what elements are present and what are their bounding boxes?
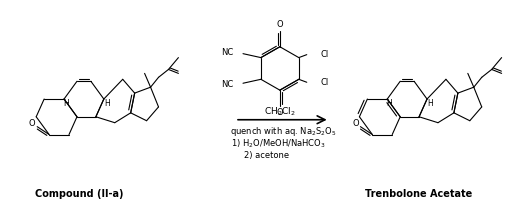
Text: O: O xyxy=(276,108,283,117)
Text: quench with aq. Na$_2$S$_2$O$_5$: quench with aq. Na$_2$S$_2$O$_5$ xyxy=(229,125,335,138)
Text: 2) acetone: 2) acetone xyxy=(244,151,289,160)
Text: Cl: Cl xyxy=(320,78,328,87)
Text: H: H xyxy=(63,99,69,108)
Text: CH$_2$Cl$_2$: CH$_2$Cl$_2$ xyxy=(264,106,295,118)
Text: H: H xyxy=(104,99,110,108)
Text: O: O xyxy=(29,119,35,128)
Text: Trenbolone Acetate: Trenbolone Acetate xyxy=(365,189,472,199)
Text: Compound (II-a): Compound (II-a) xyxy=(35,189,123,199)
Text: NC: NC xyxy=(220,80,233,89)
Text: Cl: Cl xyxy=(320,50,328,59)
Text: O: O xyxy=(276,20,283,28)
Text: NC: NC xyxy=(220,48,233,57)
Text: 1) H$_2$O/MeOH/NaHCO$_3$: 1) H$_2$O/MeOH/NaHCO$_3$ xyxy=(230,137,325,150)
Text: H: H xyxy=(386,99,391,108)
Text: O: O xyxy=(351,119,358,128)
Text: H: H xyxy=(426,99,432,108)
